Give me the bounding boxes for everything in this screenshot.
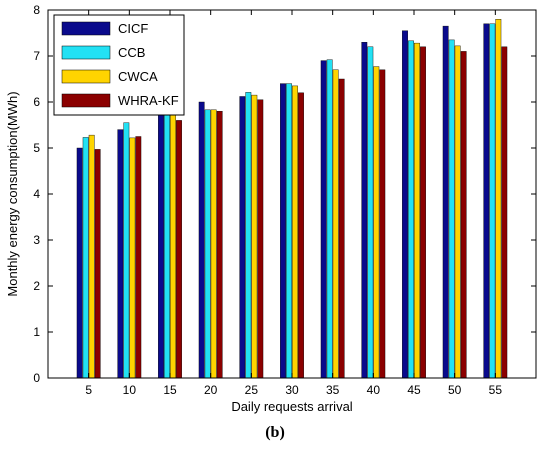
bar-cicf-30 [280,83,286,379]
bar-ccb-5 [82,137,89,379]
bar-whra-kf-30 [298,92,304,379]
x-tick-label: 50 [448,383,462,397]
bar-cicf-10 [117,129,124,379]
bar-whra-kf-15 [176,120,182,379]
bar-ccb-40 [367,46,374,379]
y-ticks-group: 0 1 2 3 4 5 6 7 8 [33,3,536,385]
x-tick-label: 55 [489,383,503,397]
bar-cwca-35 [332,69,339,379]
x-tick-label: 30 [285,383,299,397]
bar-cicf-20 [198,101,205,379]
y-tick-label: 6 [33,95,40,109]
bar-cwca-20 [210,109,217,379]
x-tick-label: 40 [367,383,381,397]
legend-label-cwca: CWCA [118,69,158,84]
bar-cicf-40 [361,42,368,379]
bar-cwca-30 [292,85,298,379]
x-tick-label: 45 [407,383,421,397]
bar-cwca-40 [373,66,380,379]
bar-ccb-45 [408,40,414,379]
bar-cicf-35 [320,60,327,379]
bar-whra-kf-35 [338,78,345,379]
legend: CICF CCB CWCA WHRA-KF [53,14,185,116]
bar-cicf-55 [483,23,490,379]
x-tick-label: 35 [326,383,340,397]
legend-label-whra-kf: WHRA-KF [118,93,179,108]
bars-group [76,19,508,379]
y-tick-label: 8 [33,3,40,17]
bar-cwca-45 [414,42,420,379]
bar-ccb-30 [286,83,292,379]
bar-ccb-25 [245,92,252,379]
bar-whra-kf-50 [460,51,467,379]
y-tick-label: 1 [33,325,40,339]
y-tick-label: 3 [33,233,40,247]
bar-ccb-15 [164,112,170,379]
bar-whra-kf-55 [501,46,508,379]
x-tick-label: 10 [123,383,137,397]
bar-cicf-5 [76,147,83,379]
bar-ccb-10 [123,122,130,379]
legend-swatch-ccb [61,45,111,60]
y-tick-label: 5 [33,141,40,155]
y-tick-label: 0 [33,371,40,385]
y-tick-label: 4 [33,187,40,201]
bar-cwca-25 [251,94,258,379]
bar-cwca-50 [454,45,461,379]
bar-whra-kf-5 [94,149,101,379]
y-tick-label: 7 [33,49,40,63]
legend-label-ccb: CCB [118,45,145,60]
bar-cwca-10 [129,137,136,379]
bar-cicf-50 [442,25,449,379]
y-axis-label: Monthly energy consumption(MWh) [5,91,20,296]
bar-cwca-5 [88,134,95,379]
bar-cicf-25 [239,96,246,379]
bar-whra-kf-10 [135,136,142,379]
bar-whra-kf-40 [379,69,386,379]
x-tick-label: 5 [85,383,92,397]
bar-ccb-20 [204,109,211,379]
bar-ccb-35 [326,59,333,379]
x-axis-label: Daily requests arrival [231,399,352,414]
x-ticks-group: 5 10 15 20 25 30 35 40 45 50 55 [85,10,502,397]
legend-swatch-cwca [61,69,111,84]
bar-whra-kf-20 [216,110,223,379]
bar-cicf-15 [158,110,164,379]
bar-cwca-15 [170,112,176,379]
bar-cwca-55 [495,19,502,379]
x-tick-label: 25 [245,383,259,397]
y-tick-label: 2 [33,279,40,293]
legend-label-cicf: CICF [118,21,148,36]
legend-swatch-cicf [61,21,111,36]
legend-swatch-whra-kf [61,93,111,108]
bar-whra-kf-45 [420,46,426,379]
x-tick-label: 15 [163,383,177,397]
bar-whra-kf-25 [257,99,264,379]
bar-ccb-50 [448,39,455,379]
x-tick-label: 20 [204,383,218,397]
bar-cicf-45 [402,30,408,379]
bar-ccb-55 [489,23,496,379]
figure-caption: (b) [265,424,285,441]
